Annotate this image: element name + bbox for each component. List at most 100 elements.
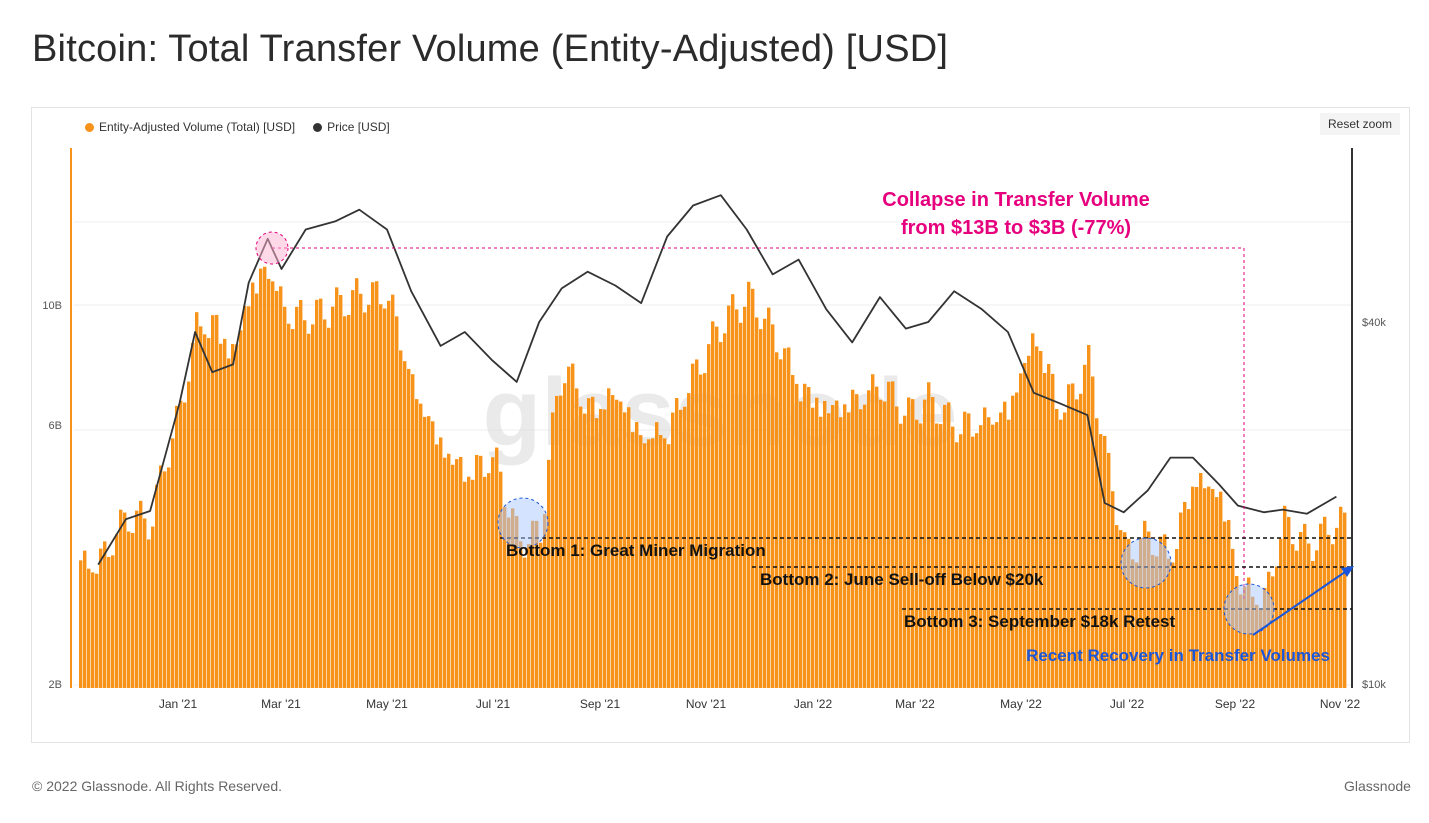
volume-bar-126 xyxy=(583,413,587,688)
volume-bar-55 xyxy=(299,299,303,688)
volume-bar-220 xyxy=(959,434,963,688)
x-tick-label-9: Jul '22 xyxy=(1110,697,1145,711)
volume-bar-297 xyxy=(1267,571,1271,688)
volume-bar-20 xyxy=(159,465,163,688)
volume-bar-183 xyxy=(811,407,815,688)
volume-bar-160 xyxy=(719,342,723,688)
volume-bar-311 xyxy=(1323,516,1327,688)
footer-brand: Glassnode xyxy=(1344,778,1411,794)
volume-bar-10 xyxy=(119,509,123,688)
volume-bar-116 xyxy=(543,514,547,688)
volume-bar-215 xyxy=(939,424,943,688)
volume-bar-274 xyxy=(1175,549,1179,688)
volume-bar-258 xyxy=(1111,491,1115,688)
volume-bar-80 xyxy=(399,350,403,688)
volume-bar-291 xyxy=(1243,586,1247,688)
volume-bar-14 xyxy=(135,510,139,688)
legend-dot-volume-icon xyxy=(85,122,94,132)
volume-bar-119 xyxy=(555,395,559,688)
volume-bar-225 xyxy=(979,425,983,688)
volume-bar-56 xyxy=(303,320,307,688)
volume-bar-190 xyxy=(839,417,843,688)
volume-bar-152 xyxy=(687,393,691,688)
volume-bar-44 xyxy=(255,293,259,688)
volume-bar-161 xyxy=(723,333,727,688)
volume-bar-133 xyxy=(611,395,615,688)
volume-bar-243 xyxy=(1051,373,1055,688)
volume-bar-74 xyxy=(375,281,379,688)
volume-bar-295 xyxy=(1259,609,1263,688)
x-tick-label-8: May '22 xyxy=(1000,697,1042,711)
volume-bar-135 xyxy=(619,401,623,688)
volume-bar-313 xyxy=(1331,544,1335,688)
volume-bar-145 xyxy=(659,435,663,688)
volume-bar-167 xyxy=(747,281,751,688)
x-tick-label-4: Sep '21 xyxy=(580,697,621,711)
legend-item-price[interactable]: Price [USD] xyxy=(313,120,390,134)
volume-bar-186 xyxy=(823,400,827,688)
volume-bar-198 xyxy=(871,374,875,688)
volume-bar-106 xyxy=(503,507,507,688)
volume-bar-178 xyxy=(791,375,795,688)
volume-bar-57 xyxy=(307,333,311,688)
volume-bar-0 xyxy=(79,560,83,688)
volume-bar-197 xyxy=(867,390,871,688)
volume-bar-53 xyxy=(291,329,295,688)
volume-bar-29 xyxy=(195,312,199,688)
volume-bar-226 xyxy=(983,407,987,688)
volume-bar-22 xyxy=(167,467,171,688)
volume-bar-269 xyxy=(1155,556,1159,688)
volume-bar-262 xyxy=(1127,538,1131,688)
collapse-label-line2: from $13B to $3B (-77%) xyxy=(901,217,1131,239)
volume-bar-88 xyxy=(431,421,435,688)
volume-bar-267 xyxy=(1147,531,1151,688)
volume-bar-207 xyxy=(907,397,911,688)
volume-bar-142 xyxy=(647,439,651,688)
volume-bar-17 xyxy=(147,539,151,688)
volume-bar-137 xyxy=(627,407,631,688)
reset-zoom-button[interactable]: Reset zoom xyxy=(1320,113,1401,135)
volume-bar-111 xyxy=(523,557,527,688)
volume-bar-151 xyxy=(683,406,687,688)
volume-bar-203 xyxy=(891,381,895,688)
volume-bar-66 xyxy=(343,316,347,688)
volume-bar-94 xyxy=(455,459,459,688)
volume-bar-230 xyxy=(999,412,1003,688)
volume-bar-28 xyxy=(191,342,195,688)
volume-bar-309 xyxy=(1315,550,1319,688)
volume-bar-97 xyxy=(467,476,471,688)
volume-bar-193 xyxy=(851,389,855,688)
volume-bar-24 xyxy=(175,405,179,688)
volume-bar-153 xyxy=(691,363,695,688)
volume-bar-250 xyxy=(1079,393,1083,688)
volume-bar-58 xyxy=(311,324,315,688)
volume-bar-13 xyxy=(131,532,135,688)
y-left-tick-label-1: 6B xyxy=(49,420,62,432)
volume-bar-71 xyxy=(363,312,367,688)
volume-bar-184 xyxy=(815,397,819,688)
volume-bar-231 xyxy=(1003,401,1007,688)
bottom1-label: Bottom 1: Great Miner Migration xyxy=(506,541,766,560)
volume-bar-138 xyxy=(631,432,635,688)
volume-bar-247 xyxy=(1067,384,1071,688)
volume-bar-264 xyxy=(1135,562,1139,688)
volume-bar-25 xyxy=(179,400,183,688)
legend-item-volume[interactable]: Entity-Adjusted Volume (Total) [USD] xyxy=(85,120,295,134)
volume-bar-296 xyxy=(1263,587,1267,688)
volume-bar-209 xyxy=(915,419,919,688)
volume-bar-107 xyxy=(507,517,511,688)
volume-bar-171 xyxy=(763,318,767,688)
volume-bar-42 xyxy=(247,306,251,688)
volume-bar-98 xyxy=(471,479,475,688)
volume-bar-140 xyxy=(639,435,643,688)
x-tick-label-10: Sep '22 xyxy=(1215,697,1256,711)
volume-bar-271 xyxy=(1163,534,1167,688)
volume-bar-75 xyxy=(379,304,383,688)
volume-bar-257 xyxy=(1107,452,1111,688)
volume-bar-234 xyxy=(1015,392,1019,688)
volume-bar-3 xyxy=(91,572,95,688)
volume-bar-1 xyxy=(83,550,87,688)
volume-bar-104 xyxy=(495,447,499,688)
volume-bar-76 xyxy=(383,308,387,688)
volume-bar-210 xyxy=(919,423,923,688)
